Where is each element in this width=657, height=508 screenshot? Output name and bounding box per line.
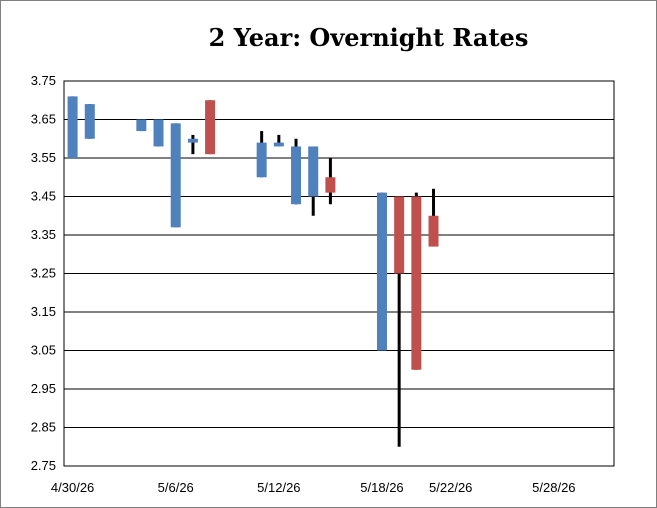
plot-area (63, 80, 615, 467)
x-tick-label: 5/12/26 (257, 480, 300, 495)
y-tick-label: 3.25 (31, 266, 56, 281)
x-tick-label: 4/30/26 (51, 480, 94, 495)
y-tick-label: 3.75 (31, 73, 56, 88)
x-tick-label: 5/22/26 (429, 480, 472, 495)
x-tick-label: 5/18/26 (360, 480, 403, 495)
candle-body (205, 100, 216, 155)
y-tick-label: 2.85 (31, 420, 56, 435)
candle-body (273, 142, 284, 147)
y-tick-label: 3.35 (31, 227, 56, 242)
candle-body (187, 138, 198, 143)
y-tick-label: 3.15 (31, 304, 56, 319)
candle-body (84, 104, 95, 139)
y-tick-label: 2.95 (31, 381, 56, 396)
x-tick-label: 5/6/26 (158, 480, 194, 495)
candle-body (67, 96, 78, 158)
candle-body (376, 192, 387, 351)
x-tick-label: 5/28/26 (532, 480, 575, 495)
candle-body (394, 196, 405, 274)
candle-body (136, 119, 147, 132)
y-tick-label: 3.45 (31, 189, 56, 204)
y-tick-label: 3.65 (31, 112, 56, 127)
chart-title: 2 Year: Overnight Rates (208, 23, 529, 52)
candle-body (153, 119, 164, 147)
y-tick-label: 2.75 (31, 458, 56, 473)
candle-body (256, 142, 267, 178)
candle-body (308, 146, 319, 197)
candle-body (428, 215, 439, 247)
candle-body (325, 177, 336, 193)
y-tick-label: 3.05 (31, 343, 56, 358)
candle-body (411, 196, 422, 370)
candle-body (291, 146, 302, 205)
candle-body (170, 123, 181, 228)
y-tick-label: 3.55 (31, 150, 56, 165)
